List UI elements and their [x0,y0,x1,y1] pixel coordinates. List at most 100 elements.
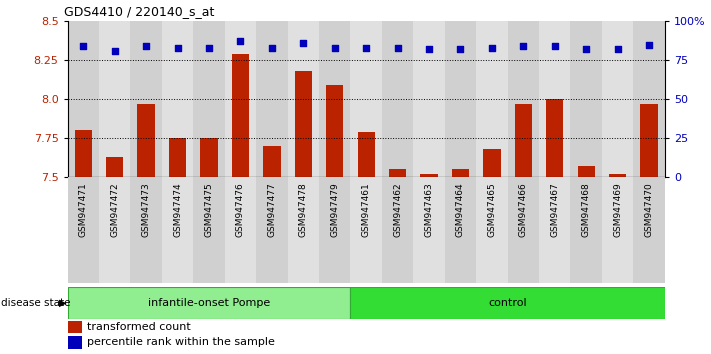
Bar [351,21,382,177]
Point [298,40,309,46]
Point [360,45,372,51]
Bar [641,104,658,177]
Bar [68,21,99,177]
Point [580,46,592,52]
Point [203,45,215,51]
Point [643,42,655,47]
Bar [201,138,218,177]
Bar [445,21,476,177]
Text: GSM947469: GSM947469 [613,182,622,237]
Bar [106,157,123,177]
Text: transformed count: transformed count [87,322,191,332]
Bar [130,177,162,283]
Text: GSM947473: GSM947473 [141,182,151,237]
Bar [351,177,382,283]
Text: percentile rank within the sample: percentile rank within the sample [87,337,275,348]
Bar [634,21,665,177]
Bar [326,85,343,177]
Text: ▶: ▶ [59,298,67,308]
Text: GSM947462: GSM947462 [393,182,402,237]
Point [141,43,152,49]
Bar [294,71,312,177]
Bar [68,177,99,283]
Bar [420,174,438,177]
Text: GSM947467: GSM947467 [550,182,560,237]
Point [455,46,466,52]
Text: GSM947475: GSM947475 [205,182,213,237]
Bar [162,21,193,177]
Text: GSM947468: GSM947468 [582,182,591,237]
Text: GSM947466: GSM947466 [519,182,528,237]
Bar [451,169,469,177]
Bar [319,21,351,177]
Bar [602,177,634,283]
Text: GSM947463: GSM947463 [424,182,434,237]
Bar [225,21,256,177]
Text: GSM947471: GSM947471 [79,182,87,237]
Text: GSM947479: GSM947479 [330,182,339,237]
Bar [130,21,162,177]
Bar [515,104,532,177]
Bar [193,177,225,283]
Point [612,46,624,52]
Text: GSM947478: GSM947478 [299,182,308,237]
Bar [508,21,539,177]
Text: GSM947476: GSM947476 [236,182,245,237]
Bar [445,177,476,283]
Bar [137,104,155,177]
Bar [193,21,225,177]
Bar [476,21,508,177]
Bar [539,21,570,177]
Point [486,45,498,51]
Point [266,45,277,51]
Bar [169,138,186,177]
Point [423,46,434,52]
Bar [539,177,570,283]
Bar [413,177,445,283]
Text: GSM947465: GSM947465 [488,182,496,237]
Bar [570,21,602,177]
Point [392,45,403,51]
Bar [68,321,82,333]
Text: GSM947472: GSM947472 [110,182,119,237]
Bar [351,287,665,319]
Text: control: control [488,298,527,308]
Point [329,45,341,51]
Bar [358,132,375,177]
Text: GSM947474: GSM947474 [173,182,182,237]
Bar [99,21,130,177]
Bar [476,177,508,283]
Text: infantile-onset Pompe: infantile-onset Pompe [148,298,270,308]
Bar [389,169,406,177]
Point [77,43,89,49]
Bar [68,336,82,349]
Point [235,39,246,44]
Bar [570,177,602,283]
Text: GSM947477: GSM947477 [267,182,277,237]
Bar [263,146,281,177]
Bar [68,287,351,319]
Bar [256,177,287,283]
Bar [232,54,249,177]
Text: GSM947470: GSM947470 [645,182,653,237]
Bar [162,177,193,283]
Bar [483,149,501,177]
Text: disease state: disease state [1,298,70,308]
Bar [508,177,539,283]
Point [109,48,120,54]
Bar [609,174,626,177]
Bar [75,130,92,177]
Bar [99,177,130,283]
Bar [225,177,256,283]
Text: GSM947464: GSM947464 [456,182,465,237]
Text: GDS4410 / 220140_s_at: GDS4410 / 220140_s_at [64,5,214,18]
Bar [546,99,563,177]
Bar [287,177,319,283]
Bar [256,21,287,177]
Bar [634,177,665,283]
Bar [577,166,595,177]
Point [172,45,183,51]
Bar [382,177,413,283]
Bar [602,21,634,177]
Bar [287,21,319,177]
